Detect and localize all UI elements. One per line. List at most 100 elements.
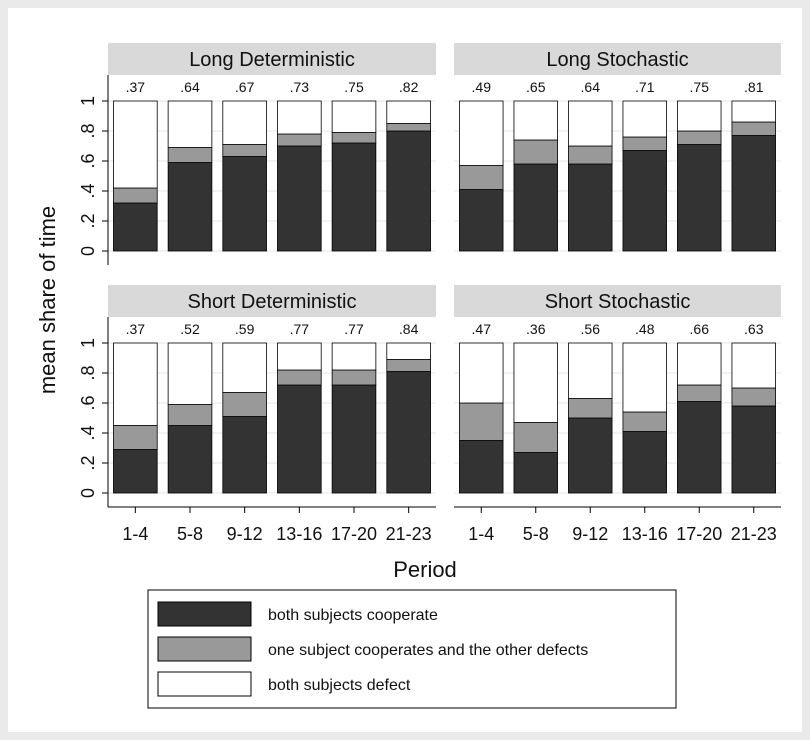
y-tick-label: 0 — [78, 246, 98, 256]
bar-segment — [222, 392, 267, 417]
bar-top-label: .77 — [290, 321, 310, 337]
bar-segment — [568, 163, 613, 252]
bar-segment — [386, 371, 431, 494]
bar-segment — [731, 121, 776, 136]
bar-segment — [386, 130, 431, 252]
bar-top-label: .48 — [635, 321, 655, 337]
bar-segment — [277, 100, 322, 135]
panel-background — [108, 317, 436, 507]
bar-segment — [513, 422, 558, 453]
bar-segment — [459, 440, 504, 494]
y-tick-label: .6 — [78, 395, 98, 410]
y-tick-label: .6 — [78, 153, 98, 168]
bar-segment — [222, 144, 267, 157]
bar-top-label: .47 — [472, 321, 492, 337]
panel-2: Long Stochastic .49 .65 .64 .71 .75 .81 — [454, 43, 781, 265]
y-tick-label: .8 — [78, 365, 98, 380]
panel-1: Long Deterministic .37 .64 .67 .73 .75 .82 0 .2.… — [78, 43, 436, 265]
bar-segment — [277, 145, 322, 252]
x-tick-label: 21-23 — [386, 524, 432, 544]
legend-label: both subjects defect — [268, 677, 411, 694]
bar-top-label: .73 — [290, 79, 310, 95]
x-tick-label: 21-23 — [731, 524, 777, 544]
bar-segment — [386, 100, 431, 124]
bar-top-label: .49 — [472, 79, 492, 95]
bar-segment — [513, 139, 558, 165]
legend-swatch — [157, 636, 252, 662]
panel-background — [454, 317, 781, 507]
bar-segment — [513, 100, 558, 141]
x-tick-label: 13-16 — [622, 524, 668, 544]
bar-segment — [459, 402, 504, 441]
y-tick-label: .8 — [78, 123, 98, 138]
bar-segment — [459, 100, 504, 166]
legend-swatch — [157, 601, 252, 627]
bar-segment — [622, 431, 667, 494]
x-tick-label: 17-20 — [676, 524, 722, 544]
x-tick-label: 5-8 — [177, 524, 203, 544]
bar-segment — [222, 156, 267, 252]
bar-top-label: .59 — [235, 321, 255, 337]
bar-segment — [459, 189, 504, 252]
y-tick-label: .4 — [78, 425, 98, 440]
bar-segment — [167, 404, 213, 426]
bar-segment — [677, 144, 722, 252]
bar-segment — [277, 133, 322, 147]
bar-top-label: .67 — [235, 79, 255, 95]
bar-segment — [622, 100, 667, 138]
bar-segment — [568, 417, 613, 494]
bar-segment — [277, 384, 322, 494]
x-tick-label: 9-12 — [572, 524, 608, 544]
bar-segment — [167, 100, 213, 148]
bar-top-label: .66 — [690, 321, 710, 337]
x-axis-title: Period — [393, 557, 457, 582]
bar-segment — [386, 342, 431, 360]
panel-title: Short Deterministic — [188, 291, 357, 313]
bar-segment — [167, 162, 213, 252]
bar-segment — [513, 342, 558, 423]
bar-segment — [222, 100, 267, 145]
x-tick-label: 13-16 — [276, 524, 322, 544]
bar-segment — [113, 187, 158, 204]
panel-strip — [454, 43, 781, 75]
x-tick-label: 1-4 — [122, 524, 148, 544]
y-tick-label: 0 — [78, 488, 98, 498]
bar-segment — [568, 100, 613, 147]
bar-segment — [113, 425, 158, 450]
panel-3: Short Deterministic .37 .52 .59 .77 .77 .84 0 .2… — [78, 285, 436, 544]
x-tick-label: 1-4 — [468, 524, 494, 544]
bar-segment — [222, 416, 267, 494]
bar-top-label: .81 — [744, 79, 764, 95]
bar-segment — [731, 387, 776, 407]
bar-top-label: .56 — [581, 321, 601, 337]
panels-layer: Long Deterministic .37 .64 .67 .73 .75 .82 0 .2.… — [78, 43, 781, 544]
panel-background — [108, 75, 436, 265]
bar-top-label: .75 — [344, 79, 364, 95]
bar-segment — [731, 135, 776, 252]
legend: both subjects cooperate one subject coope… — [147, 589, 677, 709]
bar-segment — [513, 452, 558, 494]
bar-top-label: .64 — [180, 79, 200, 95]
x-tick-label: 5-8 — [523, 524, 549, 544]
bar-segment — [167, 342, 213, 405]
bar-segment — [513, 163, 558, 252]
bar-segment — [113, 202, 158, 252]
bar-top-label: .84 — [399, 321, 419, 337]
bar-segment — [677, 342, 722, 386]
bar-segment — [331, 342, 377, 371]
bar-segment — [331, 142, 377, 252]
bar-segment — [113, 342, 158, 426]
panel-title: Short Stochastic — [545, 291, 691, 313]
bar-segment — [167, 425, 213, 494]
bar-top-label: .64 — [581, 79, 601, 95]
y-tick-label: .2 — [78, 213, 98, 228]
bar-segment — [277, 369, 322, 386]
legend-swatch — [157, 671, 252, 697]
panel-background — [454, 75, 781, 265]
legend-label: both subjects cooperate — [268, 607, 438, 624]
bar-segment — [386, 359, 431, 372]
bar-segment — [622, 411, 667, 432]
bar-segment — [331, 369, 377, 386]
